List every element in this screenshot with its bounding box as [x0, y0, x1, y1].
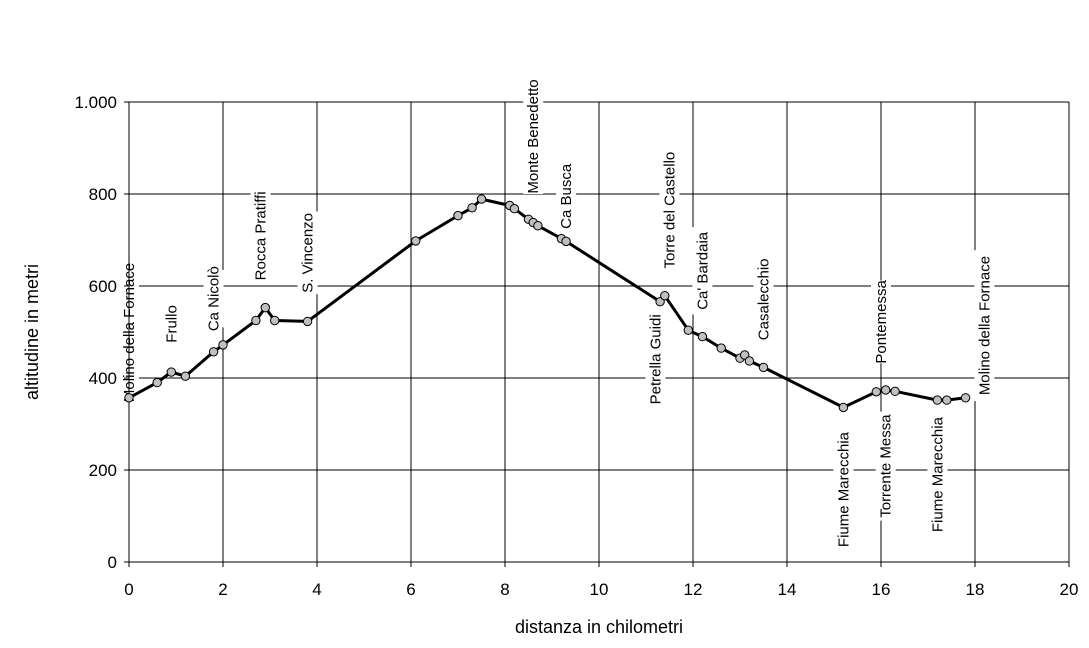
place-label-background — [203, 269, 224, 328]
data-point — [302, 316, 313, 327]
data-point — [208, 347, 219, 357]
x-tick-label: 12 — [684, 580, 703, 599]
y-tick-label: 600 — [89, 277, 117, 296]
data-point — [660, 290, 670, 301]
place-label-background — [875, 411, 896, 521]
place-label-background — [556, 173, 577, 220]
place-label-background — [871, 280, 891, 364]
data-point — [838, 402, 849, 413]
place-label: Rocca Pratiffi — [253, 191, 270, 280]
data-point — [411, 236, 421, 246]
x-tick-label: 6 — [406, 580, 415, 599]
data-point — [260, 302, 270, 313]
data-point — [509, 204, 520, 214]
data-point — [467, 203, 477, 213]
place-label-background — [161, 302, 182, 346]
place-label: Monte Benedetto — [525, 79, 542, 193]
place-label: Fiume Marecchia — [835, 431, 852, 547]
data-point — [890, 386, 900, 397]
place-labels: Molino della Fornace Frullo Ca Nicolò Rocca… — [119, 79, 995, 551]
x-tick-label: 0 — [124, 580, 133, 599]
place-label-background — [659, 148, 680, 273]
place-label: Molino della Fornace — [976, 256, 993, 395]
data-point — [697, 331, 708, 342]
data-point — [716, 343, 726, 353]
data-point — [270, 315, 280, 326]
x-tick-label: 2 — [218, 580, 227, 599]
data-point — [561, 236, 571, 247]
data-point — [180, 371, 191, 381]
place-label: Casalecchio — [756, 258, 773, 340]
data-point — [124, 393, 134, 403]
place-label: Ca Busca — [558, 163, 575, 229]
place-label-background — [927, 414, 948, 535]
place-label-background — [523, 79, 544, 194]
data-point — [453, 210, 463, 221]
place-label: Ca' Bardaia — [694, 231, 711, 310]
place-label: Torrente Messa — [878, 414, 895, 518]
x-tick-label: 18 — [966, 580, 985, 599]
data-point — [758, 362, 769, 373]
data-point — [251, 315, 261, 326]
y-axis-label: altitudine in metri — [22, 264, 42, 400]
profile-line-group — [124, 194, 971, 413]
data-point — [942, 395, 952, 405]
place-label: S. Vincenzo — [300, 213, 317, 293]
x-tick-label: 10 — [590, 580, 609, 599]
place-label-background — [974, 250, 995, 401]
place-label-background — [250, 189, 271, 283]
data-point — [683, 325, 693, 335]
data-point — [476, 194, 487, 204]
data-point — [218, 340, 228, 350]
y-tick-label: 200 — [89, 461, 117, 480]
place-label-background — [753, 257, 774, 342]
place-label-background — [692, 227, 713, 315]
x-axis-label: distanza in chilometri — [515, 617, 683, 637]
x-tick-label: 20 — [1060, 580, 1079, 599]
place-label: Pontemessa — [873, 280, 890, 364]
data-point — [932, 395, 943, 405]
y-tick-label: 400 — [89, 369, 117, 388]
place-label: Torre del Castello — [662, 152, 679, 269]
x-tick-label: 16 — [872, 580, 891, 599]
data-point — [744, 356, 755, 366]
data-point — [960, 393, 971, 403]
place-label: Frullo — [163, 305, 180, 343]
data-point — [166, 367, 177, 377]
place-label-background — [645, 309, 666, 409]
axes — [124, 101, 1070, 567]
x-tick-label: 4 — [312, 580, 321, 599]
place-label: Ca Nicolò — [206, 266, 223, 331]
place-label: Fiume Marecchia — [929, 416, 946, 532]
data-point — [533, 221, 543, 231]
place-label-background — [833, 428, 854, 551]
x-tick-label: 8 — [500, 580, 509, 599]
place-label: Petrella Guidi — [647, 314, 664, 404]
y-tick-label: 800 — [89, 185, 117, 204]
x-tick-label: 14 — [778, 580, 797, 599]
data-point — [152, 377, 162, 388]
place-label-background — [297, 211, 318, 295]
y-tick-label: 0 — [108, 553, 117, 572]
y-tick-label: 1.000 — [74, 93, 117, 112]
data-point — [881, 385, 891, 395]
data-point — [871, 387, 881, 397]
